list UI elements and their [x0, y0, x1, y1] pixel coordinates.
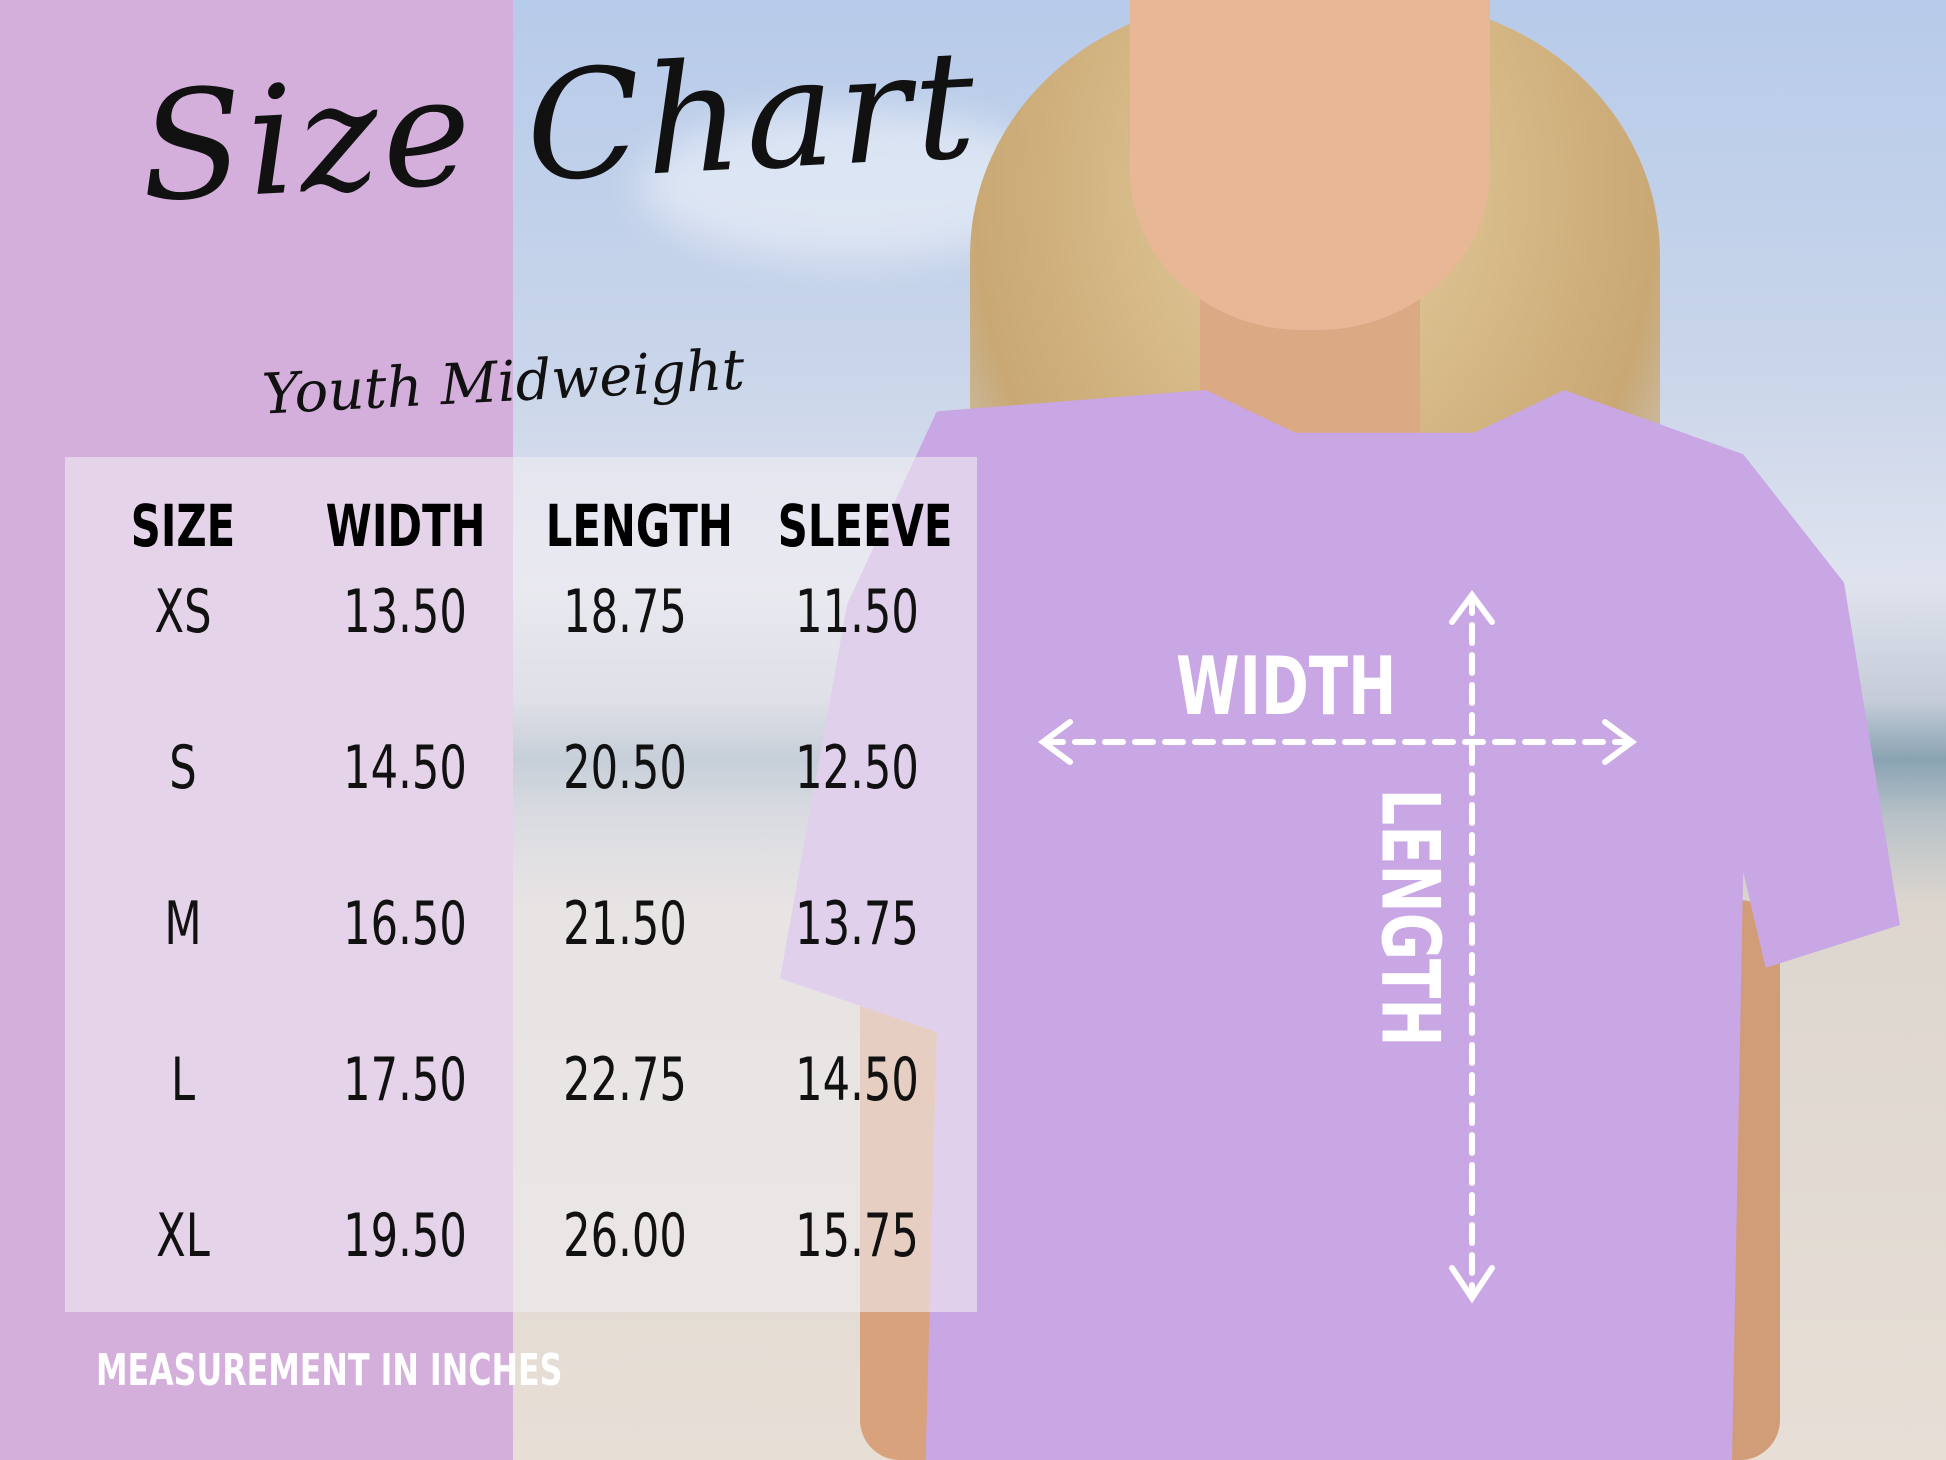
measurement-note: MEASUREMENT IN INCHES: [96, 1345, 563, 1396]
column-header-size: SIZE: [130, 492, 236, 560]
table-cell-length: 20.50: [563, 733, 687, 803]
table-cell-length: 21.50: [563, 889, 687, 959]
width-label: WIDTH: [1176, 640, 1397, 733]
length-label: LENGTH: [1363, 788, 1457, 1047]
column-header-sleeve: SLEEVE: [777, 492, 953, 560]
table-cell-width: 14.50: [343, 733, 467, 803]
table-cell-size: L: [170, 1045, 196, 1115]
table-cell-width: 16.50: [343, 889, 467, 959]
column-header-length: LENGTH: [545, 492, 733, 560]
table-cell-size: S: [169, 733, 197, 803]
table-cell-width: 19.50: [343, 1201, 467, 1271]
table-cell-size: XL: [156, 1201, 210, 1271]
table-cell-sleeve: 12.50: [795, 733, 919, 803]
table-cell-sleeve: 13.75: [795, 889, 919, 959]
size-table: SIZE WIDTH LENGTH SLEEVE XS 13.50 18.75 11.50 S 1…: [65, 457, 977, 1312]
table-cell-sleeve: 15.75: [795, 1201, 919, 1271]
table-cell-width: 13.50: [343, 577, 467, 647]
table-cell-size: M: [164, 889, 202, 959]
column-header-width: WIDTH: [325, 492, 486, 560]
table-cell-size: XS: [154, 577, 212, 647]
model-face: [1130, 0, 1490, 330]
length-arrow-top-head: [1449, 589, 1495, 625]
table-cell-sleeve: 11.50: [795, 577, 919, 647]
table-cell-length: 26.00: [563, 1201, 687, 1271]
table-cell-sleeve: 14.50: [795, 1045, 919, 1115]
table-cell-length: 22.75: [563, 1045, 687, 1115]
width-arrow-right-head: [1602, 719, 1638, 765]
table-cell-length: 18.75: [563, 577, 687, 647]
width-arrow-left-head: [1037, 719, 1073, 765]
table-cell-width: 17.50: [343, 1045, 467, 1115]
length-arrow-bottom-head: [1449, 1265, 1495, 1304]
